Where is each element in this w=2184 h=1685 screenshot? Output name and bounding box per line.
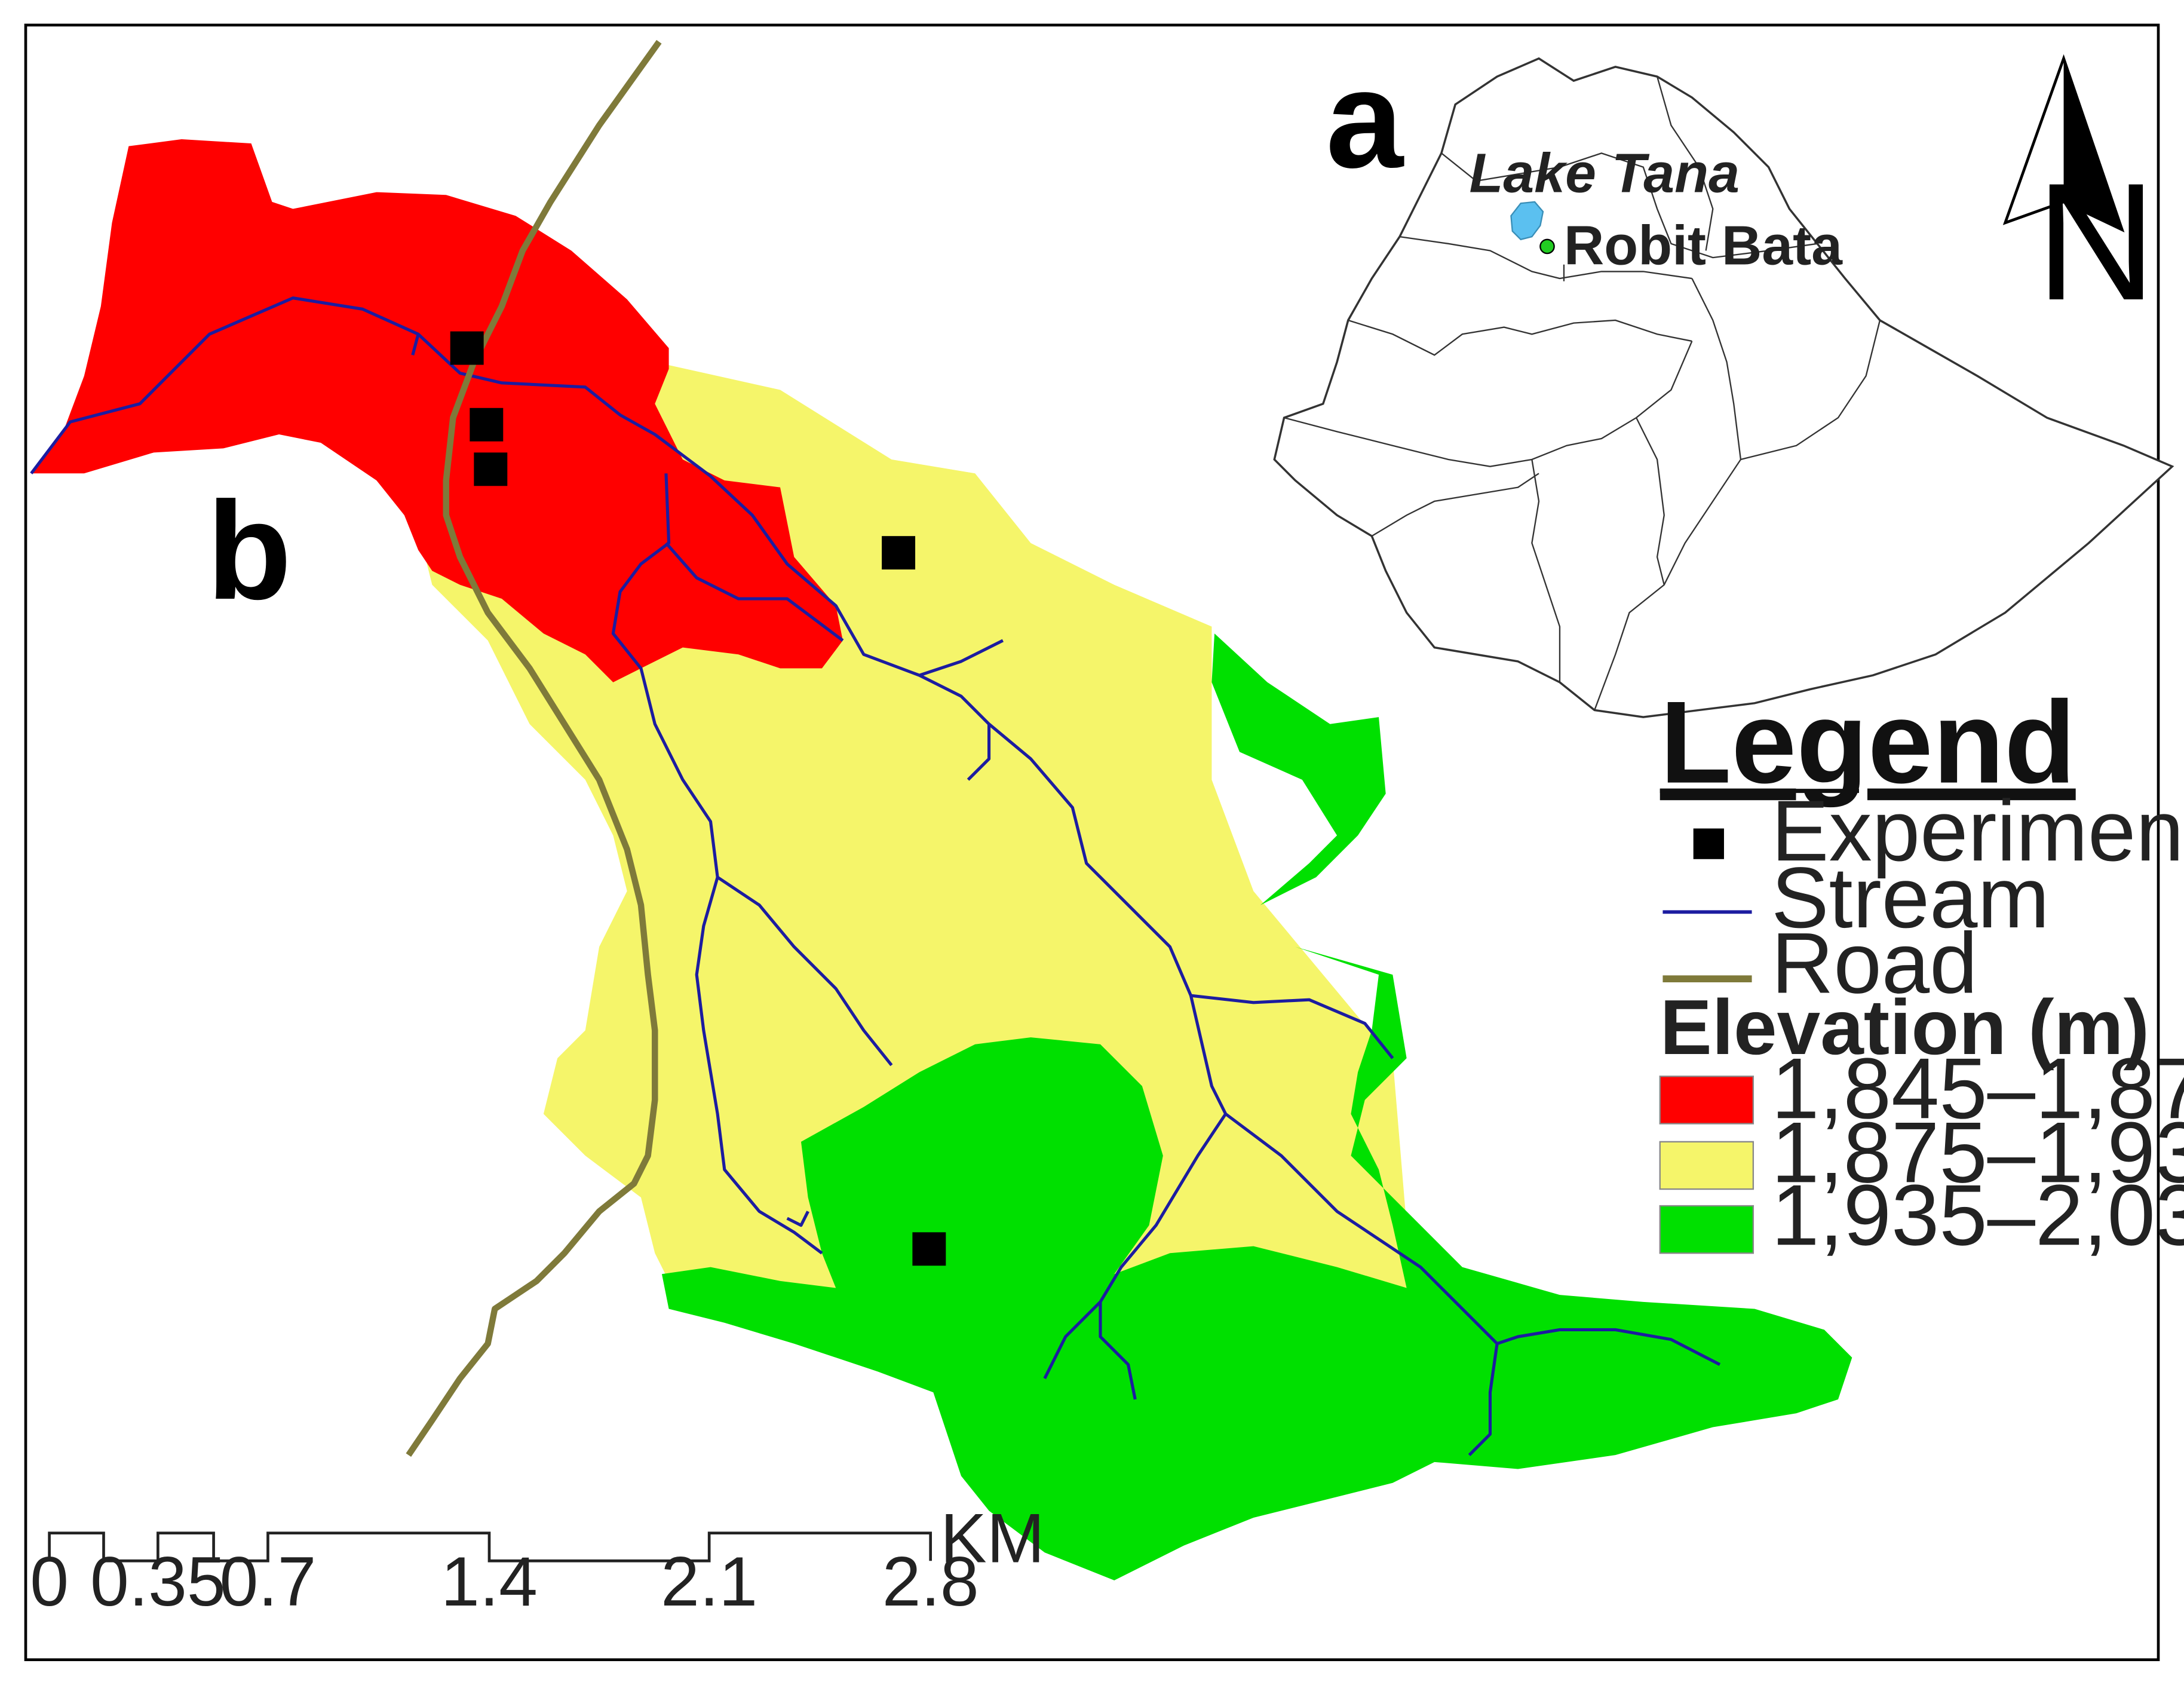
legend-swatch-yellow (1659, 1141, 1754, 1190)
elevation-zone-1845-1875 (31, 139, 843, 682)
stream-branch-8 (1099, 1301, 1137, 1400)
stream-branch-3 (716, 875, 893, 1067)
scale-unit: KM (940, 1500, 1045, 1577)
experimental-field (474, 452, 508, 486)
black-square-icon (1693, 828, 1724, 859)
stream-branch-6 (1191, 994, 1394, 1059)
scale-tick-label: 2.1 (661, 1543, 757, 1620)
stream-network (30, 296, 1721, 1456)
legend: Legend Experimental fields Stream Road E… (1659, 678, 2184, 1263)
legend-swatch-red (1659, 1076, 1754, 1125)
stream-branch-7 (1043, 1113, 1227, 1380)
legend-item-stream: Stream (1771, 849, 2050, 946)
scale-bar: KM 0 0.35 0.7 1.4 2.1 2.8 (30, 1500, 1045, 1620)
region-boundaries (1284, 76, 1881, 710)
panel-label-a: a (1326, 42, 1404, 197)
experimental-field (450, 331, 484, 365)
lake-tana (1510, 201, 1544, 241)
legend-item-road: Road (1771, 915, 1977, 1012)
legend-class-3: 1,935–2,030 (1771, 1166, 2184, 1263)
panel-label-b: b (207, 473, 292, 629)
legend-title: Legend (1660, 678, 2076, 808)
site-marker (1539, 238, 1555, 255)
experimental-fields (450, 331, 946, 1266)
scale-tick-label: 0.35 (90, 1543, 226, 1620)
experimental-field (882, 536, 916, 570)
scale-tick-label: 2.8 (882, 1543, 979, 1620)
stream-branch-1 (611, 473, 823, 1255)
experimental-field (912, 1232, 946, 1266)
scale-tick-label: 0.7 (219, 1543, 316, 1620)
inset-map: Lake Tana Robit Bata (1273, 57, 2174, 718)
scale-tick-label: 1.4 (441, 1543, 538, 1620)
scale-bar-line (48, 1531, 933, 1563)
legend-item-experimental-fields: Experimental fields (1771, 782, 2184, 879)
site-label: Robit Bata (1564, 215, 1843, 277)
north-arrow-shade (2063, 58, 2122, 230)
stream-branch-11 (786, 1211, 809, 1227)
experimental-field (470, 408, 504, 442)
elevation-zone-1935-2030 (661, 633, 1852, 1580)
stream-branch-10 (411, 333, 420, 356)
north-label: N (2036, 149, 2157, 335)
scale-tick-label: 0 (30, 1543, 69, 1620)
stream-branch-5 (967, 724, 991, 781)
stream-branch-4 (919, 639, 1004, 677)
lake-label: Lake Tana (1470, 142, 1740, 204)
stream-branch-2 (665, 542, 844, 642)
country-outline (1273, 57, 2174, 718)
legend-swatch-green (1659, 1205, 1754, 1254)
legend-class-2: 1,875–1,935 (1771, 1104, 2184, 1200)
legend-class-1: 1,845–1,875 (1771, 1040, 2184, 1136)
stream-branch-9 (1468, 1343, 1499, 1456)
legend-elevation-title: Elevation (m) (1660, 984, 2149, 1071)
north-arrow: N (2002, 54, 2157, 335)
